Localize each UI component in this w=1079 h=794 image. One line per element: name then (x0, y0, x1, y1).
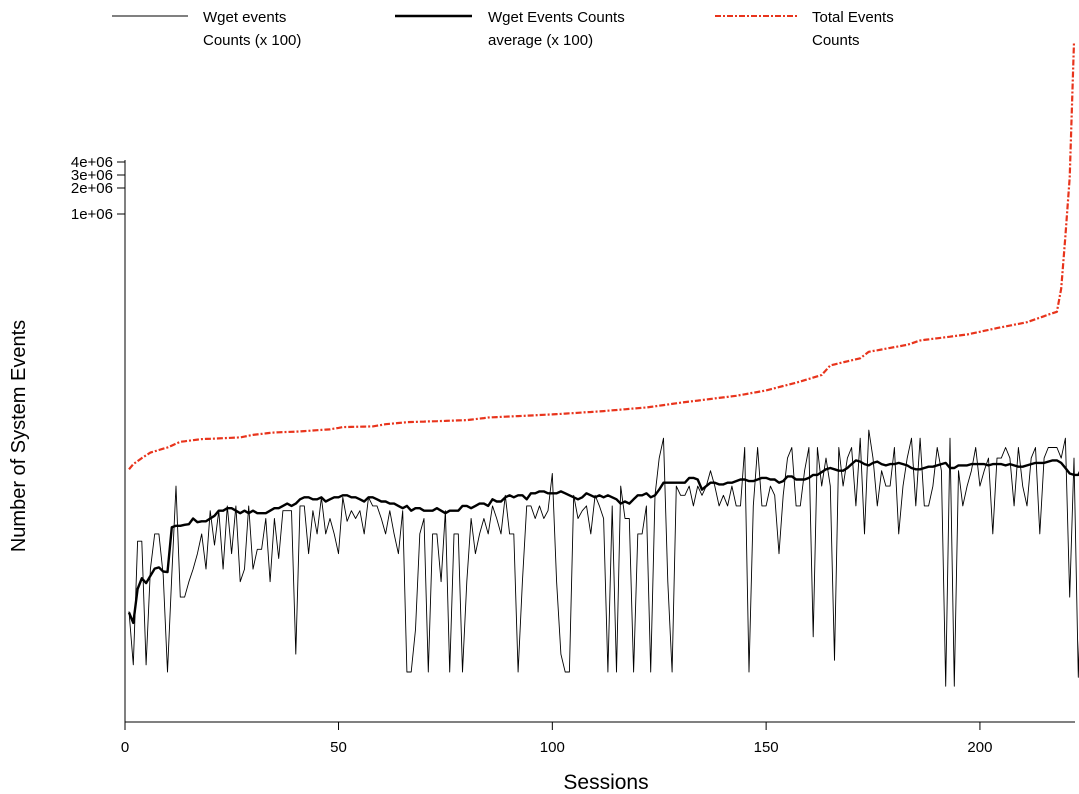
y-tick-label-2e+06: 2e+06 (71, 180, 113, 197)
series-group (127, 41, 1079, 687)
y-tick-label-1e+06: 1e+06 (71, 206, 113, 223)
x-axis-label: Sessions (563, 771, 648, 794)
series-line-3 (128, 41, 1076, 471)
y-tick-label-4e+06: 4e+06 (71, 154, 113, 171)
y-axis-label: Number of System Events (8, 320, 30, 552)
legend-label-2-line-1: Wget Events Counts (488, 9, 625, 26)
x-tick-label-150: 150 (754, 739, 779, 756)
legend-label-1-line-2: Counts (x 100) (203, 32, 301, 49)
y-tick-label-3e+06: 3e+06 (71, 167, 113, 184)
x-tick-label-100: 100 (540, 739, 565, 756)
legend-label-2-line-2: average (x 100) (488, 32, 593, 49)
series-line-2 (127, 459, 1079, 625)
x-tick-label-50: 50 (330, 739, 347, 756)
x-tick-label-200: 200 (967, 739, 992, 756)
x-tick-label-0: 0 (121, 739, 129, 756)
legend-label-1-line-1: Wget events (203, 9, 286, 26)
series-line-1 (128, 429, 1079, 687)
legend-label-3-line-2: Counts (812, 32, 860, 49)
legend: Wget events Counts (x 100) Wget Events Cou… (112, 9, 894, 49)
legend-label-3-line-1: Total Events (812, 9, 894, 26)
